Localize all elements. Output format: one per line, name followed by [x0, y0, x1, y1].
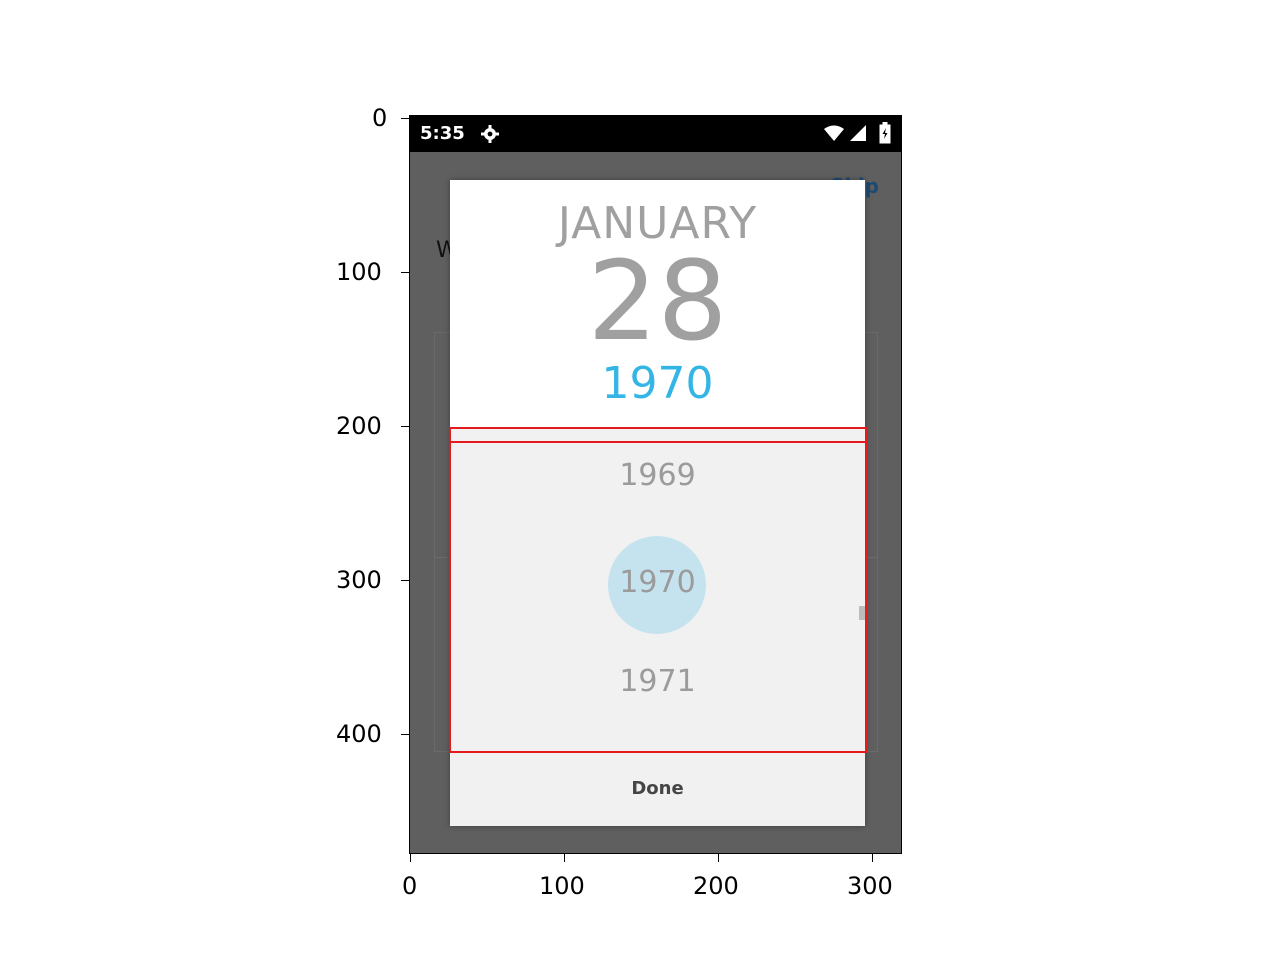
header-day[interactable]: 28 — [587, 237, 728, 365]
signal-icon — [849, 124, 867, 142]
settings-icon — [480, 124, 500, 144]
status-time: 5:35 — [420, 123, 465, 144]
y-tick-label-400: 400 — [336, 720, 382, 748]
x-tick-label-0: 0 — [402, 872, 418, 900]
year-item-selected[interactable]: 1970 — [619, 565, 696, 600]
x-tick-0 — [410, 854, 411, 862]
x-tick-label-300: 300 — [847, 872, 893, 900]
x-tick-label-100: 100 — [539, 872, 585, 900]
y-tick-label-200: 200 — [336, 412, 382, 440]
y-tick-200 — [401, 426, 409, 427]
selected-year-indicator — [608, 536, 706, 634]
year-list-scrollbar[interactable] — [859, 606, 865, 620]
x-tick-200 — [718, 854, 719, 862]
x-tick-100 — [564, 854, 565, 862]
header-year[interactable]: 1970 — [601, 358, 714, 409]
wifi-icon — [823, 124, 845, 142]
header-month[interactable]: JANUARY — [557, 198, 758, 249]
year-list[interactable]: 1969 1970 1971 — [450, 428, 865, 750]
status-bar: 5:35 — [410, 116, 901, 152]
y-tick-label-0: 0 — [372, 104, 388, 132]
done-button[interactable]: Done — [450, 750, 865, 826]
x-tick-300 — [872, 854, 873, 862]
y-tick-100 — [401, 272, 409, 273]
dialog-footer: Done — [450, 750, 865, 826]
y-tick-300 — [401, 580, 409, 581]
year-item[interactable]: 1971 — [619, 664, 696, 699]
screenshot-frame: 5:35 — [409, 115, 902, 854]
y-tick-0 — [401, 118, 409, 119]
y-tick-400 — [401, 734, 409, 735]
y-tick-label-100: 100 — [336, 258, 382, 286]
y-tick-label-300: 300 — [336, 566, 382, 594]
year-item[interactable]: 1969 — [619, 458, 696, 493]
battery-icon — [879, 122, 891, 144]
date-picker-header: JANUARY 28 1970 — [450, 180, 865, 426]
date-picker-dialog: JANUARY 28 1970 1969 1970 1971 Done — [450, 180, 865, 826]
x-tick-label-200: 200 — [693, 872, 739, 900]
